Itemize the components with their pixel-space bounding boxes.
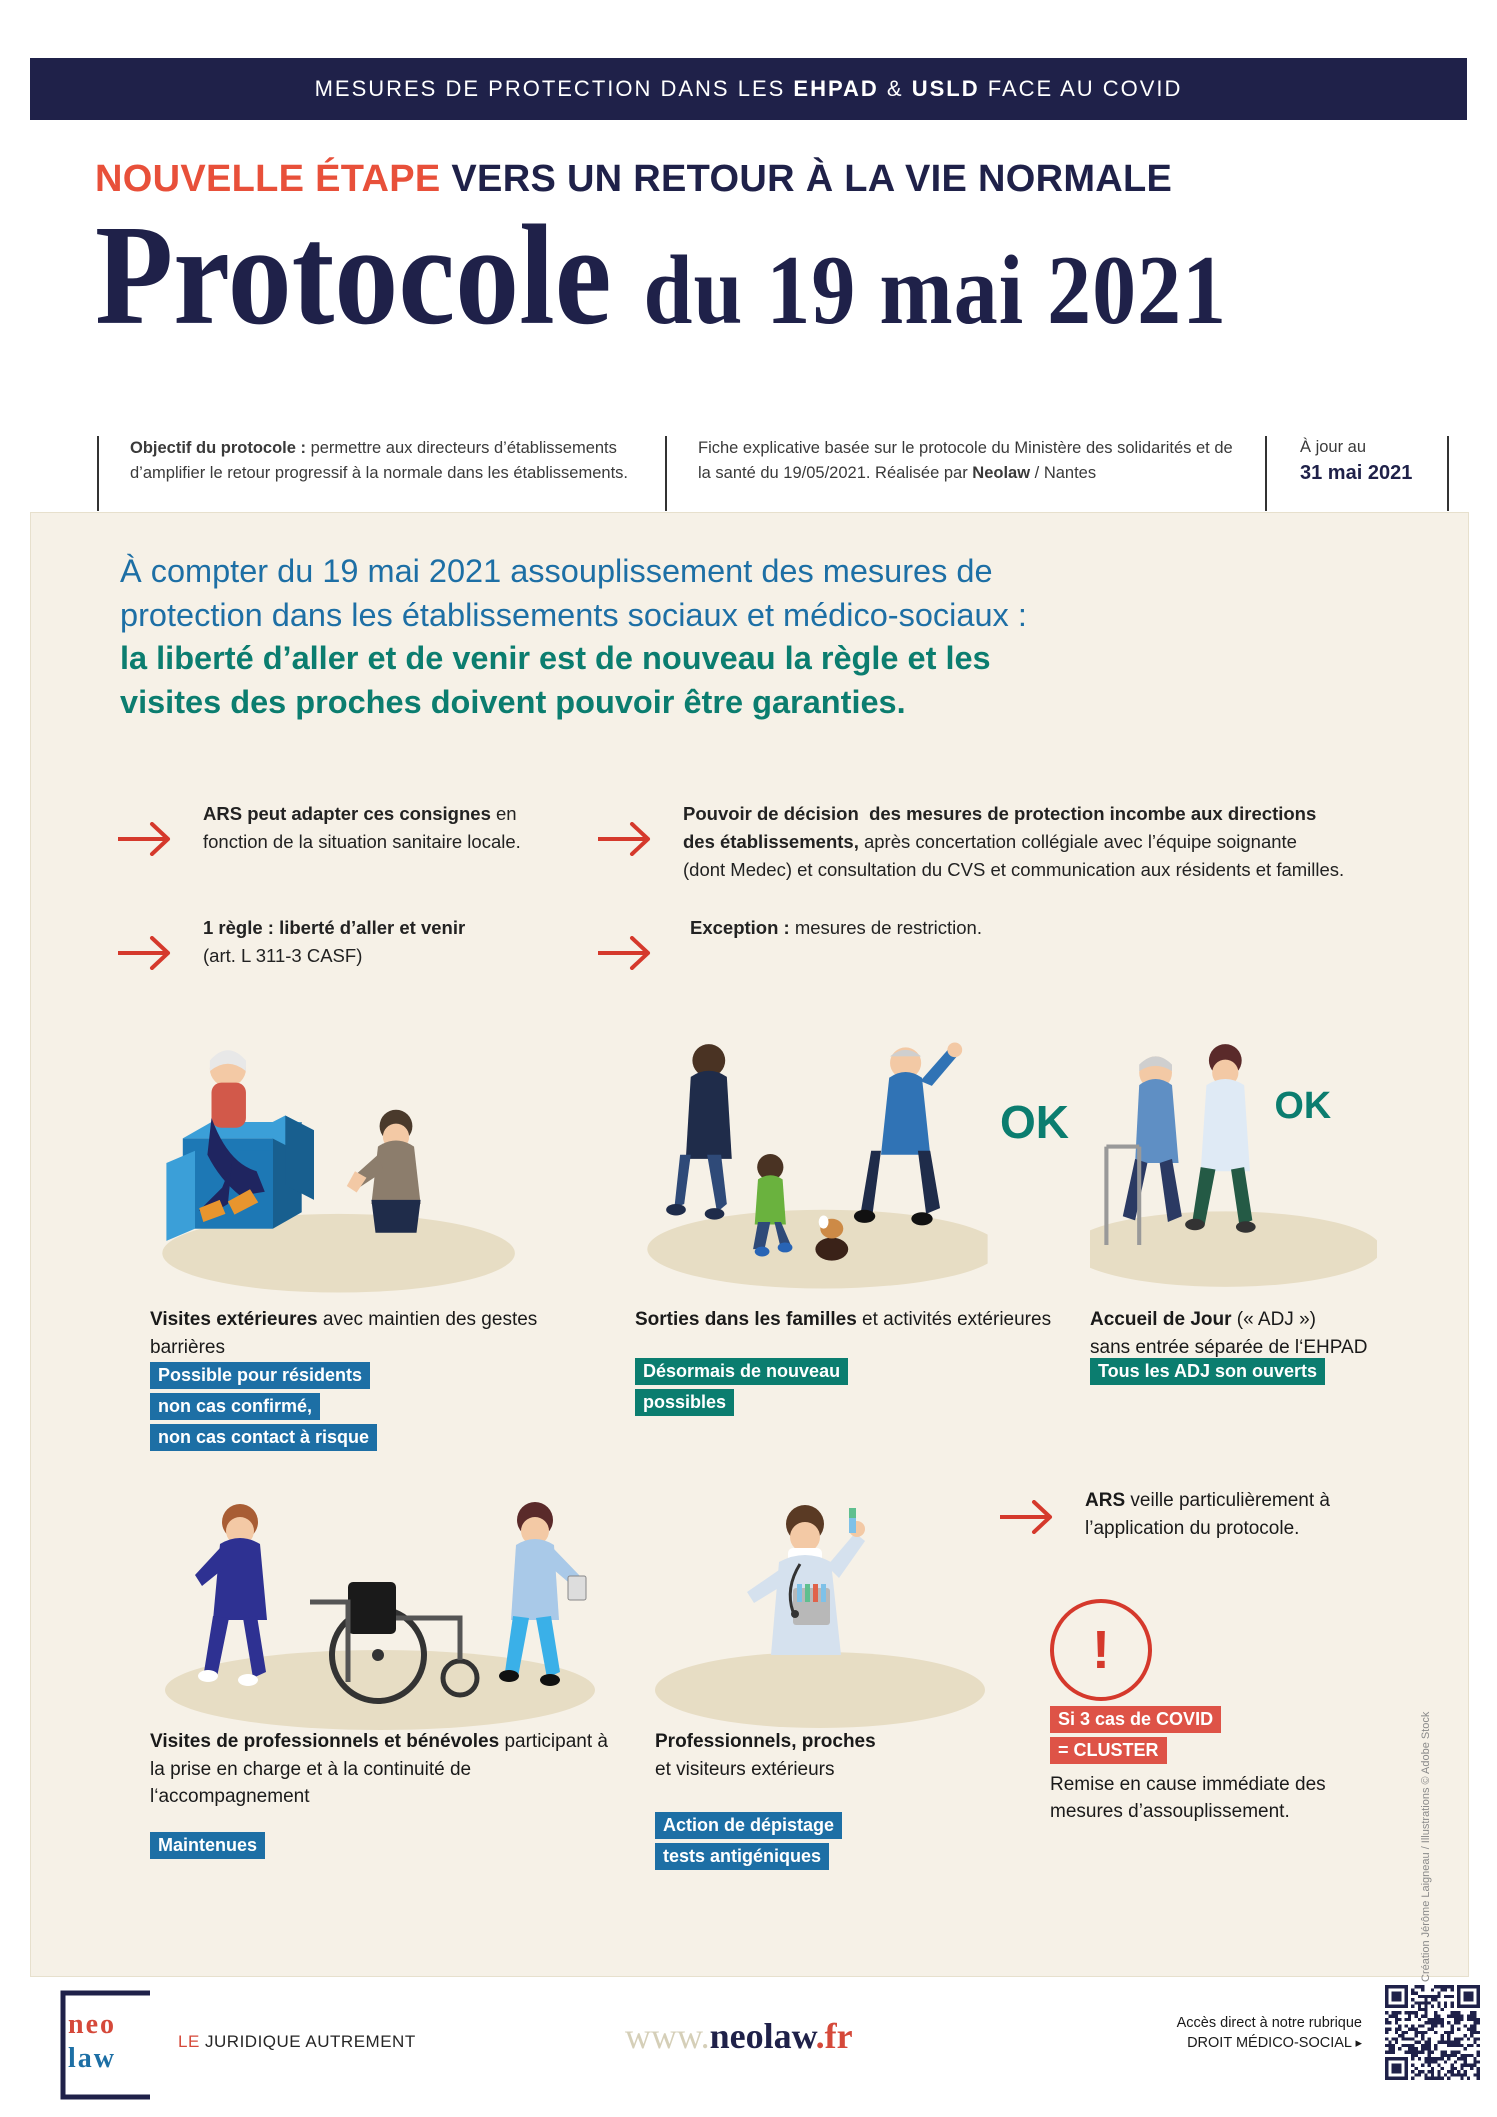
- svg-text:OK: OK: [1275, 1084, 1332, 1126]
